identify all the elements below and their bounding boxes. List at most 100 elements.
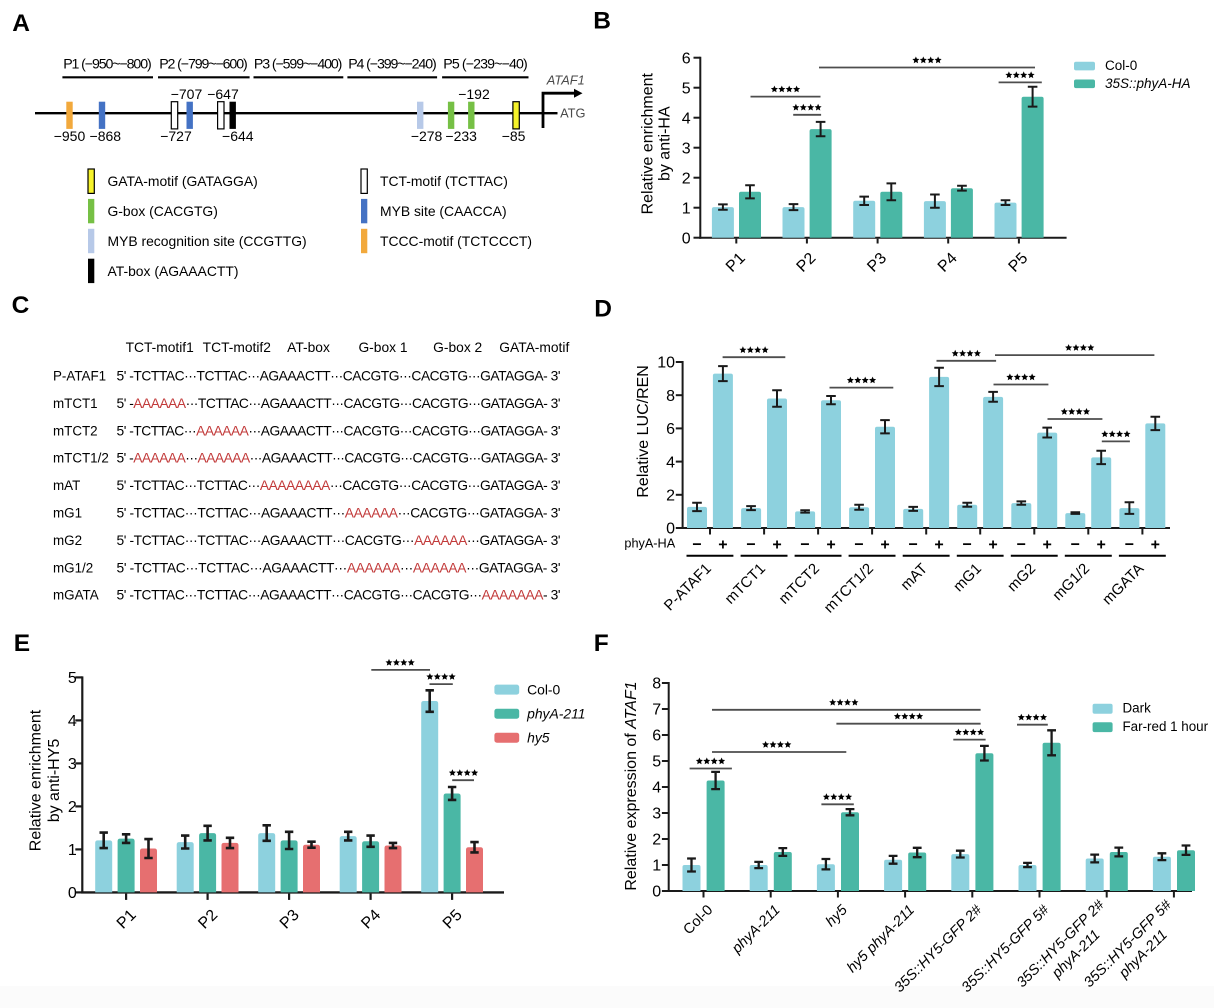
svg-text:mGATA: mGATA <box>53 588 99 603</box>
svg-text:+: + <box>1097 537 1106 554</box>
svg-text:mTCT1/2: mTCT1/2 <box>53 451 109 466</box>
svg-text:hy5: hy5 <box>823 902 852 931</box>
svg-text:−: − <box>963 537 972 554</box>
svg-text:−192: −192 <box>458 86 490 102</box>
svg-text:3: 3 <box>652 806 661 823</box>
svg-text:−644: −644 <box>222 128 254 144</box>
svg-text:ATG: ATG <box>560 105 585 120</box>
svg-text:−: − <box>1071 537 1080 554</box>
svg-text:6: 6 <box>682 50 691 67</box>
svg-text:+: + <box>988 537 997 554</box>
svg-text:G-box 2: G-box 2 <box>433 340 482 355</box>
svg-text:0: 0 <box>68 885 77 902</box>
svg-text:−647: −647 <box>207 86 239 102</box>
svg-text:P3: P3 <box>864 250 890 276</box>
svg-text:Relative enrichment: Relative enrichment <box>28 709 45 851</box>
svg-text:P4 (−399~−240): P4 (−399~−240) <box>348 57 437 73</box>
svg-text:GATA-motif (GATAGGA): GATA-motif (GATAGGA) <box>108 173 258 189</box>
svg-text:3: 3 <box>68 756 77 773</box>
svg-text:Col-0: Col-0 <box>681 902 717 938</box>
svg-text:D: D <box>594 295 612 322</box>
svg-text:2: 2 <box>652 832 661 849</box>
svg-text:TCT-motif2: TCT-motif2 <box>203 340 271 355</box>
svg-text:5: 5 <box>652 754 661 771</box>
svg-text:7: 7 <box>652 702 661 719</box>
svg-text:−: − <box>800 537 809 554</box>
svg-text:5' -TCTTAC···AAAAAA···AGAAACTT: 5' -TCTTAC···AAAAAA···AGAAACTT···CACGTG·… <box>117 423 561 438</box>
svg-text:4: 4 <box>68 713 77 730</box>
svg-text:P5 (−239~−40): P5 (−239~−40) <box>443 57 527 73</box>
svg-text:P2 (−799~−600): P2 (−799~−600) <box>159 57 248 73</box>
svg-text:mGATA: mGATA <box>1099 560 1147 608</box>
svg-text:5' -TCTTAC···TCTTAC···AGAAACTT: 5' -TCTTAC···TCTTAC···AGAAACTT···AAAAAA·… <box>117 560 561 575</box>
svg-text:8: 8 <box>666 388 675 405</box>
svg-text:mTCT2: mTCT2 <box>53 423 98 438</box>
svg-text:4: 4 <box>682 110 691 127</box>
svg-text:GATA-motif: GATA-motif <box>499 340 569 355</box>
svg-text:10: 10 <box>657 355 675 372</box>
svg-text:P3 (−599~−400): P3 (−599~−400) <box>254 57 343 73</box>
svg-text:TCT-motif1: TCT-motif1 <box>126 340 194 355</box>
svg-text:0: 0 <box>682 230 691 247</box>
svg-text:mTCT1: mTCT1 <box>53 396 98 411</box>
svg-text:mG1: mG1 <box>950 560 985 595</box>
svg-text:6: 6 <box>652 728 661 745</box>
svg-text:+: + <box>934 537 943 554</box>
svg-text:−707: −707 <box>171 86 203 102</box>
svg-text:0: 0 <box>652 884 661 901</box>
svg-text:mG1: mG1 <box>53 506 82 521</box>
svg-text:by anti-HA: by anti-HA <box>657 106 674 181</box>
svg-text:P5: P5 <box>440 907 466 933</box>
svg-text:−: − <box>909 537 918 554</box>
svg-text:Dark: Dark <box>1123 701 1152 716</box>
svg-text:mG1/2: mG1/2 <box>1049 560 1093 604</box>
svg-text:P1: P1 <box>723 250 749 276</box>
svg-text:P5: P5 <box>1006 250 1032 276</box>
svg-text:C: C <box>12 292 30 319</box>
svg-text:Relative enrichment: Relative enrichment <box>640 72 657 214</box>
svg-text:A: A <box>12 10 30 37</box>
svg-text:Relative LUC/REN: Relative LUC/REN <box>635 365 652 497</box>
svg-text:phyA-HA: phyA-HA <box>624 537 675 551</box>
svg-text:+: + <box>1151 537 1160 554</box>
svg-text:−: − <box>854 537 863 554</box>
svg-text:5: 5 <box>682 80 691 97</box>
svg-text:−727: −727 <box>160 128 192 144</box>
svg-text:−: − <box>1017 537 1026 554</box>
svg-text:1: 1 <box>682 200 691 217</box>
svg-text:5' -TCTTAC···TCTTAC···AGAAACTT: 5' -TCTTAC···TCTTAC···AGAAACTT···CACGTG·… <box>117 369 561 384</box>
svg-text:4: 4 <box>652 780 661 797</box>
svg-text:mG1/2: mG1/2 <box>53 560 93 575</box>
svg-text:P-ATAF1: P-ATAF1 <box>661 560 715 614</box>
svg-text:AT-box: AT-box <box>287 340 330 355</box>
svg-text:P-ATAF1: P-ATAF1 <box>53 369 106 384</box>
svg-text:mTCT2: mTCT2 <box>776 560 823 607</box>
svg-text:mTCT1: mTCT1 <box>722 560 769 607</box>
svg-text:5' -AAAAAA···AAAAAA···AGAAACTT: 5' -AAAAAA···AAAAAA···AGAAACTT···CACGTG·… <box>117 451 561 466</box>
svg-text:−278: −278 <box>411 128 443 144</box>
svg-text:0: 0 <box>666 521 675 538</box>
svg-text:P4: P4 <box>935 250 961 276</box>
svg-text:G-box 1: G-box 1 <box>358 340 407 355</box>
svg-text:ATAF1: ATAF1 <box>546 72 585 87</box>
svg-text:5' -TCTTAC···TCTTAC···AGAAACTT: 5' -TCTTAC···TCTTAC···AGAAACTT···CACGTG·… <box>117 588 561 603</box>
svg-text:5: 5 <box>68 670 77 687</box>
svg-text:35S::phyA-HA: 35S::phyA-HA <box>1105 76 1191 91</box>
svg-text:2: 2 <box>68 799 77 816</box>
svg-text:2: 2 <box>666 488 675 505</box>
svg-text:hy5: hy5 <box>527 729 550 745</box>
svg-text:MYB site (CAACCA): MYB site (CAACCA) <box>380 203 507 219</box>
svg-text:by anti-HY5: by anti-HY5 <box>46 739 63 823</box>
svg-text:phyA-211: phyA-211 <box>728 902 783 957</box>
svg-text:P3: P3 <box>277 907 303 933</box>
svg-text:−: − <box>692 537 701 554</box>
svg-text:mG2: mG2 <box>53 533 82 548</box>
svg-text:5' -TCTTAC···TCTTAC···AGAAACTT: 5' -TCTTAC···TCTTAC···AGAAACTT···CACGTG·… <box>117 533 561 548</box>
svg-text:P1: P1 <box>114 907 140 933</box>
svg-text:B: B <box>593 8 611 35</box>
svg-text:1: 1 <box>68 842 77 859</box>
svg-text:1: 1 <box>652 858 661 875</box>
svg-text:phyA-211: phyA-211 <box>526 705 585 721</box>
svg-text:+: + <box>880 537 889 554</box>
svg-text:mAT: mAT <box>53 478 80 493</box>
